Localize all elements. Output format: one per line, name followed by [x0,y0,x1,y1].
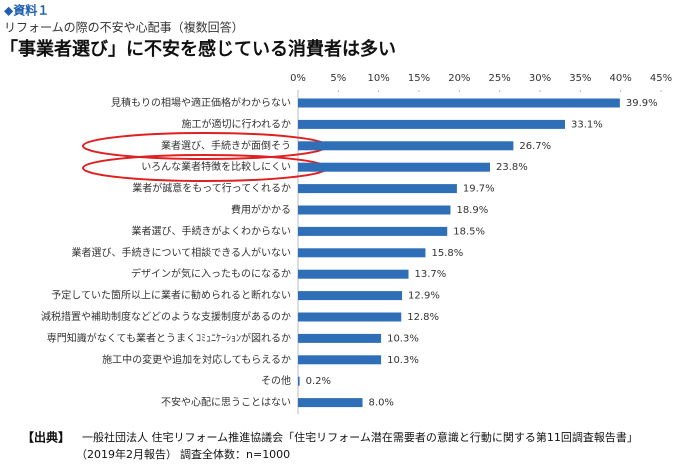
x-tick-label: 25% [489,73,511,84]
y-tick-label: いろんな業者特徴を比較しにくい [141,160,291,173]
bar [298,291,403,301]
y-tick-label: 予定していた箇所以上に業者に勧められると断れない [51,289,291,302]
y-tick-label: 施工が適切に行われるか [182,117,292,130]
value-label: 8.0% [369,398,394,409]
value-label: 18.9% [456,205,488,216]
x-tick-label: 30% [529,73,551,84]
y-tick-label: 業者選び、手続きについて相談できる人がいない [72,246,292,259]
y-tick-label: 業者が誠意をもって行ってくれるか [132,182,291,195]
x-tick-label: 45% [650,73,672,84]
y-tick-label: 業者選び、手続きが面倒そう [161,139,291,152]
bar [298,226,448,236]
x-tick-label: 40% [610,73,632,84]
bar [298,355,382,365]
x-tick-label: 35% [569,73,591,84]
subtitle: リフォームの際の不安や心配事（複数回答） [4,20,244,35]
source-note: （2019年2月報告） [76,447,177,461]
x-tick-label: 0% [290,73,306,84]
bar [298,398,363,408]
bar [298,205,451,215]
y-tick-label: 見積もりの相場や適正価格がわからない [111,96,291,109]
bar [298,162,490,172]
value-label: 13.7% [415,269,447,280]
bar [298,248,426,258]
label: ◆資料１ [4,3,49,18]
value-label: 23.8% [496,162,528,173]
value-label: 10.3% [387,333,419,344]
x-tick-label: 10% [368,73,390,84]
bar [298,184,457,194]
y-tick-label: 専門知識がなくても業者とうまくｺﾐｭﾆｹｰｼｮﾝが図れるか [47,331,291,344]
y-tick-label: 減税措置や補助制度などどのような支援制度があるのか [41,310,291,323]
value-label: 12.8% [407,312,439,323]
value-label: 12.9% [408,291,440,302]
chart-title: 「事業者選び」に不安を感じている消費者は多い [0,38,396,60]
bar [298,119,566,129]
source-label: 【出典】 [22,430,70,445]
y-tick-label: その他 [261,374,291,387]
x-tick-label: 20% [448,73,470,84]
bar [298,333,382,343]
value-label: 26.7% [519,141,551,152]
source: 一般社団法人 住宅リフォーム推進協議会「住宅リフォーム潜在需要者の意識と行動に関… [82,430,638,444]
value-label: 10.3% [387,355,419,366]
value-label: 39.9% [626,98,658,109]
bar [298,141,514,151]
x-tick-label: 15% [408,73,430,84]
value-label: 18.5% [453,226,485,237]
bar [298,312,402,322]
bar [298,98,620,108]
value-label: 15.8% [431,248,463,259]
value-label: 19.7% [463,184,495,195]
bar [298,269,409,279]
y-tick-label: 費用がかかる [231,203,291,216]
y-tick-label: デザインが気に入ったものになるか [131,267,291,280]
y-tick-label: 業者選び、手続きがよくわからない [132,224,292,237]
value-label: 0.2% [306,376,331,387]
x-tick-label: 5% [330,73,346,84]
bar [298,376,300,386]
y-tick-label: 不安や心配に思うことはない [161,396,291,409]
y-tick-label: 施工中の変更や追加を対応してもらえるか [102,353,291,366]
value-label: 33.1% [571,119,603,130]
sample-size: 調査全体数：n=1000 [180,447,290,461]
